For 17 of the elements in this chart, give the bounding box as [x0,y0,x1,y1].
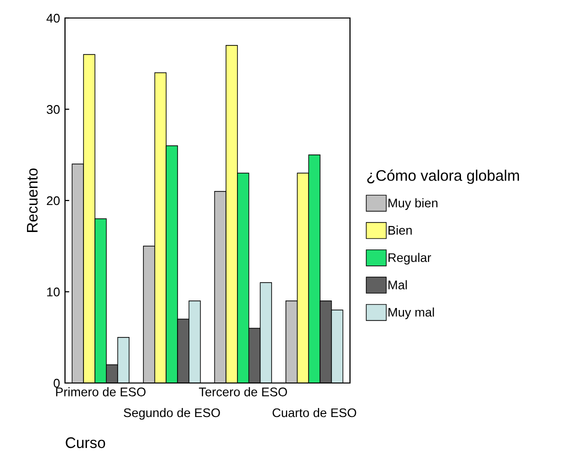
x-tick-label: Primero de ESO [56,387,146,396]
x-tick-label: Tercero de ESO [198,387,287,396]
legend-title: ¿Cómo valora globalm [367,170,519,184]
legend-label: Mal [388,280,407,290]
y-tick-label: 30 [46,105,60,114]
x-tick-label: Segundo de ESO [124,408,220,420]
x-tick-label: Cuarto de ESO [272,408,356,418]
x-axis-title: Curso [66,437,106,448]
legend-label: Muy bien [388,198,438,210]
legend-label: Bien [388,226,412,235]
legend-label: Muy mal [388,307,434,320]
y-tick-label: 20 [46,196,60,206]
y-tick-label: 0 [54,378,60,388]
y-axis-title: Recuento [27,168,38,232]
y-tick-label: 10 [47,288,60,296]
legend-label: Regular [388,252,432,265]
y-tick-label: 40 [46,14,60,23]
